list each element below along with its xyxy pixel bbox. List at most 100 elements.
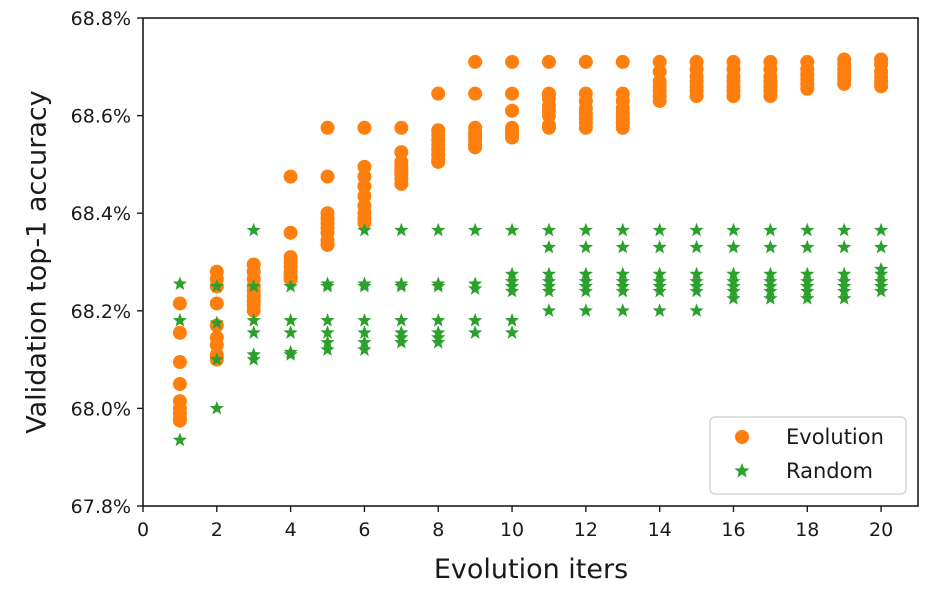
legend-random-marker (734, 463, 750, 478)
random-point (800, 283, 815, 298)
x-tick-label: 6 (358, 519, 370, 541)
random-point (246, 313, 261, 327)
evolution-point (320, 237, 335, 252)
evolution-point (505, 54, 520, 69)
evolution-point (172, 377, 187, 391)
legend-random-label: Random (786, 459, 873, 483)
x-tick-label: 18 (795, 519, 819, 541)
random-point (504, 313, 520, 327)
random-point (541, 266, 557, 281)
random-point (615, 266, 630, 281)
evolution-point (320, 169, 335, 184)
random-point (726, 266, 741, 281)
evolution-point (283, 225, 298, 240)
random-point (652, 239, 667, 254)
random-point (468, 325, 483, 339)
random-point (578, 239, 593, 254)
evolution-point (615, 54, 630, 69)
x-tick-label: 2 (211, 519, 223, 541)
random-point (615, 239, 630, 254)
random-point (320, 342, 335, 356)
random-point (873, 239, 889, 254)
x-tick-label: 10 (500, 519, 524, 541)
random-point (209, 352, 224, 366)
random-point (394, 222, 409, 237)
random-point (283, 347, 298, 361)
evolution-point (763, 89, 778, 104)
random-point (504, 266, 520, 281)
evolution-point (578, 54, 593, 69)
random-point (394, 335, 409, 349)
random-point (431, 222, 446, 237)
random-point (209, 400, 224, 415)
random-point (615, 283, 630, 298)
random-point (652, 266, 667, 281)
evolution-point (652, 64, 667, 79)
evolution-point (320, 120, 335, 135)
random-point (689, 266, 704, 281)
evolution-point (431, 154, 446, 169)
random-point (320, 278, 335, 293)
random-point (357, 278, 372, 293)
random-point (504, 222, 520, 237)
random-point (800, 239, 815, 254)
random-point (689, 239, 704, 254)
random-point (652, 222, 667, 237)
random-point (357, 335, 372, 349)
x-tick-label: 20 (869, 519, 893, 541)
random-point (246, 278, 261, 293)
random-point (763, 266, 778, 281)
random-point (837, 239, 852, 254)
random-point (800, 291, 815, 305)
evolution-point (172, 413, 187, 428)
evolution-point (468, 54, 483, 69)
random-point (726, 291, 741, 305)
random-point (357, 313, 372, 327)
random-point (209, 278, 224, 293)
evolution-point (357, 189, 372, 204)
evolution-point (394, 176, 409, 191)
evolution-point (468, 86, 483, 101)
legend-evolution-label: Evolution (786, 425, 884, 449)
evolution-point (172, 325, 187, 340)
y-tick-label: 68.6% (71, 106, 131, 128)
random-point (763, 283, 778, 298)
random-point (541, 303, 557, 317)
random-point (320, 325, 335, 339)
random-point (837, 266, 852, 281)
evolution-point (357, 169, 372, 184)
random-point (394, 313, 409, 327)
y-tick-label: 68.0% (71, 398, 131, 420)
y-tick-label: 68.2% (71, 301, 131, 323)
random-point (800, 222, 815, 237)
random-point (873, 266, 889, 281)
random-point (431, 313, 446, 327)
evolution-point (505, 130, 520, 145)
evolution-point (283, 169, 298, 184)
random-point (431, 278, 446, 293)
evolution-point (357, 179, 372, 194)
evolution-point (689, 89, 704, 104)
random-point (615, 222, 630, 237)
random-point (283, 278, 298, 293)
random-point (578, 222, 593, 237)
random-point (357, 325, 372, 339)
y-tick-label: 67.8% (71, 496, 131, 518)
y-axis-title: Validation top-1 accuracy (22, 90, 53, 433)
legend-evolution-marker (735, 430, 749, 444)
random-point (763, 291, 778, 305)
x-tick-label: 16 (721, 519, 745, 541)
y-tick-label: 68.8% (71, 8, 131, 30)
x-tick-label: 0 (137, 519, 149, 541)
random-point (763, 222, 778, 237)
evolution-point (357, 159, 372, 174)
evolution-point (578, 120, 593, 135)
random-point (172, 432, 188, 447)
x-tick-label: 12 (574, 519, 598, 541)
evolution-point (726, 89, 741, 104)
evolution-point (800, 81, 815, 96)
random-point (320, 313, 335, 327)
random-point (726, 239, 741, 254)
random-point (246, 352, 261, 366)
